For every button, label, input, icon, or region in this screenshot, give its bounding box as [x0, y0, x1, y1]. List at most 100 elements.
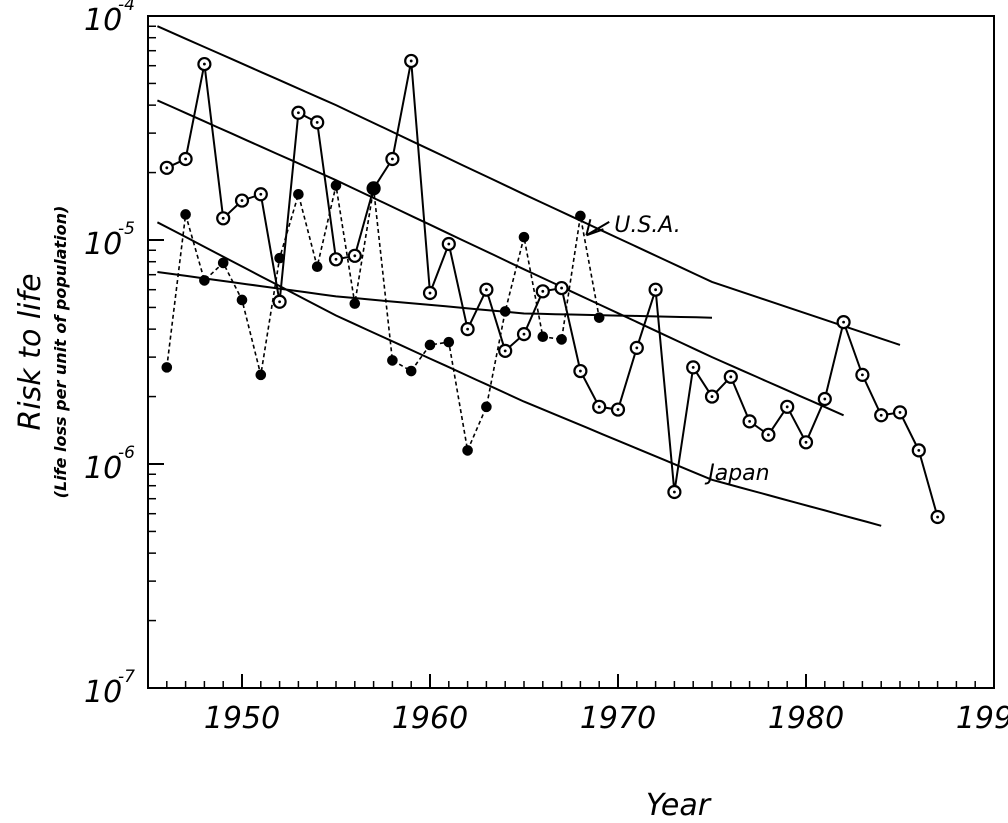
- usa-leader-arrow: [585, 219, 610, 237]
- japan-data-point: [234, 193, 250, 208]
- marker-center-dot: [165, 166, 169, 170]
- japan-data-point: [498, 343, 513, 358]
- trend-curve: [156, 99, 845, 417]
- y-tick-mantissa: 10: [84, 451, 122, 486]
- marker-center-dot: [409, 59, 413, 63]
- y-tick-mantissa: 10: [84, 675, 122, 710]
- japan-data-point: [911, 443, 926, 458]
- marker-center-dot: [221, 216, 225, 220]
- marker-center-dot: [804, 440, 808, 444]
- trend-curve: [157, 271, 713, 319]
- u-s-a-data-point: [387, 355, 398, 366]
- japan-data-point: [216, 211, 231, 226]
- u-s-a-data-point: [330, 180, 342, 191]
- x-axis-title: Year: [646, 788, 712, 823]
- japan-data-point: [592, 399, 607, 414]
- u-s-a-data-point: [199, 275, 210, 286]
- u-s-a-data-point: [255, 369, 267, 381]
- japan-label: Japan: [704, 461, 769, 486]
- marker-center-dot: [616, 408, 620, 411]
- marker-center-dot: [748, 419, 751, 423]
- japan-data-point: [460, 322, 475, 337]
- japan-data-point: [667, 484, 682, 500]
- marker-center-dot: [597, 405, 601, 409]
- japan-data-point: [798, 435, 814, 450]
- japan-data-point: [178, 151, 193, 167]
- marker-center-dot: [428, 291, 432, 295]
- japan-data-point: [704, 389, 720, 404]
- japan-data-point: [874, 408, 889, 423]
- u-s-a-data-point: [274, 252, 285, 264]
- japan-data-point: [629, 340, 644, 355]
- japan-data-point: [930, 509, 945, 525]
- u-s-a-data-point: [499, 306, 511, 317]
- japan-data-point: [347, 248, 362, 263]
- japan-data-point: [817, 391, 832, 407]
- marker-center-dot: [654, 288, 657, 292]
- u-s-a-data-point: [293, 188, 304, 200]
- marker-center-dot: [898, 410, 902, 414]
- japan-data-point: [780, 399, 795, 414]
- x-tick-label: 1990: [956, 701, 1008, 736]
- u-s-a-series-line: [166, 185, 600, 454]
- marker-center-dot: [917, 449, 921, 452]
- y-tick-exponent: -4: [118, 0, 135, 15]
- japan-data-point: [310, 115, 325, 130]
- u-s-a-data-point: [462, 445, 473, 456]
- marker-center-dot: [579, 369, 582, 373]
- japan-data-point: [253, 187, 268, 202]
- y-tick-mantissa: 10: [84, 3, 122, 38]
- marker-center-dot: [259, 192, 263, 196]
- u-s-a-data-point: [236, 294, 248, 306]
- y-tick-label: 10-7: [84, 667, 135, 710]
- y-tick-exponent: -6: [118, 443, 135, 463]
- marker-center-dot: [447, 242, 451, 246]
- japan-series-line: [166, 60, 939, 518]
- marker-center-dot: [785, 405, 789, 409]
- marker-center-dot: [353, 254, 357, 258]
- plot-frame: [147, 15, 995, 689]
- axes: 1950196019701980199010-410-510-610-7: [84, 0, 1008, 736]
- japan-data-point: [291, 105, 306, 120]
- japan-data-point: [385, 151, 400, 167]
- u-s-a-data-point: [481, 401, 492, 413]
- x-tick-label: 1970: [580, 701, 656, 736]
- japan-data-point: [328, 252, 344, 267]
- u-s-a-data-point: [405, 365, 417, 377]
- marker-center-dot: [710, 395, 714, 398]
- marker-center-dot: [936, 515, 939, 519]
- u-s-a-data-point: [518, 231, 530, 243]
- x-tick-label: 1950: [204, 701, 280, 736]
- japan-data-point: [892, 405, 908, 420]
- y-tick-label: 10-4: [84, 0, 135, 38]
- y-tick-label: 10-6: [84, 443, 135, 486]
- marker-center-dot: [503, 349, 507, 353]
- japan-data-point: [573, 363, 588, 379]
- japan-data-point: [516, 327, 532, 342]
- japan-data-point: [197, 56, 212, 72]
- japan-data-point: [742, 414, 757, 429]
- u-s-a-data-point: [593, 312, 605, 323]
- marker-center-dot: [823, 397, 827, 401]
- japan-data-point: [610, 402, 626, 417]
- marker-center-dot: [278, 300, 281, 304]
- x-tick-label: 1980: [768, 701, 844, 736]
- y-tick-label: 10-5: [84, 219, 135, 262]
- marker-center-dot: [842, 320, 845, 324]
- marker-center-dot: [240, 199, 244, 202]
- marker-center-dot: [691, 365, 695, 369]
- y-tick-mantissa: 10: [84, 227, 122, 262]
- japan-data-point: [422, 285, 438, 301]
- japan-data-point: [761, 427, 776, 442]
- marker-center-dot: [673, 490, 676, 494]
- japan-data-point: [479, 282, 494, 297]
- series-layer: [159, 53, 945, 525]
- u-s-a-data-point: [161, 362, 173, 373]
- usa-label: U.S.A.: [614, 213, 681, 238]
- japan-data-point: [855, 367, 870, 382]
- marker-center-dot: [203, 62, 206, 66]
- y-axis-title: Risk to life: [13, 273, 48, 430]
- y-axis-subtitle: (Life loss per unit of population): [51, 206, 70, 499]
- marker-center-dot: [297, 111, 300, 115]
- u-s-a-data-point: [424, 339, 436, 351]
